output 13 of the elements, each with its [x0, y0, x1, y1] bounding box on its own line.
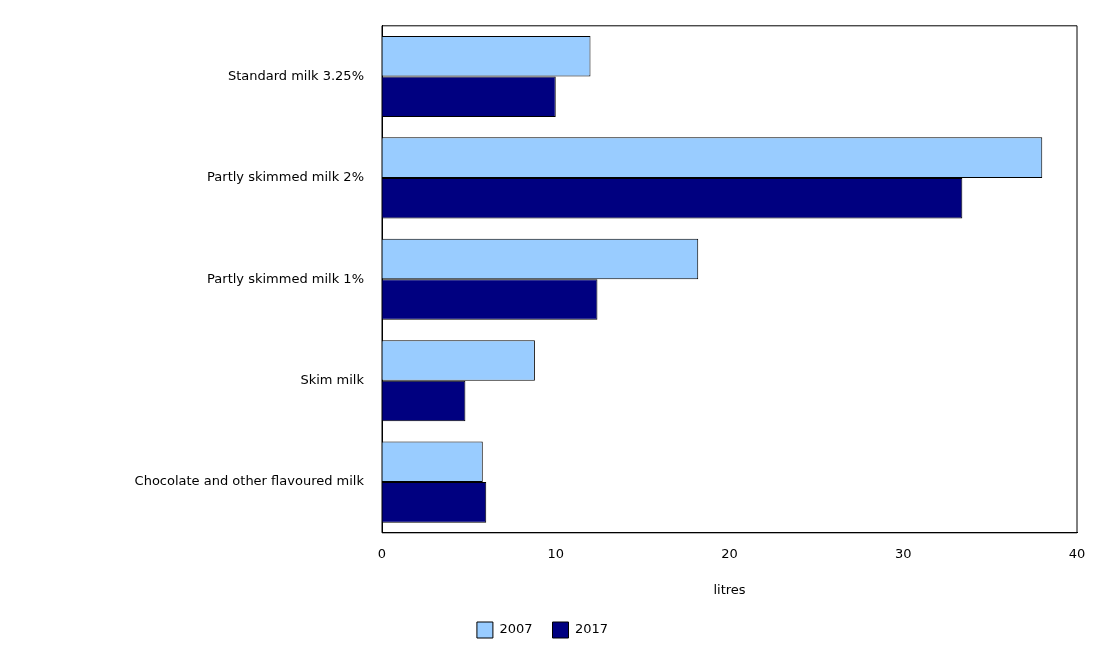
y-tick-label: Partly skimmed milk 1% — [207, 270, 364, 286]
x-tick-label: 20 — [721, 545, 738, 561]
y-tick-label: Chocolate and other flavoured milk — [134, 473, 365, 489]
x-tick-label: 10 — [547, 545, 565, 561]
x-tick-label: 0 — [377, 545, 387, 561]
legend-label: 2017 — [575, 621, 609, 637]
x-tick-label: 40 — [1068, 545, 1086, 561]
x-tick-label: 30 — [894, 545, 912, 561]
y-tick-label: Partly skimmed milk 2% — [207, 169, 364, 185]
y-tick-label: Skim milk — [300, 372, 365, 388]
legend-label: 2007 — [499, 621, 533, 637]
y-tick-label: Standard milk 3.25% — [227, 67, 364, 83]
x-axis-title: litres — [713, 581, 746, 597]
